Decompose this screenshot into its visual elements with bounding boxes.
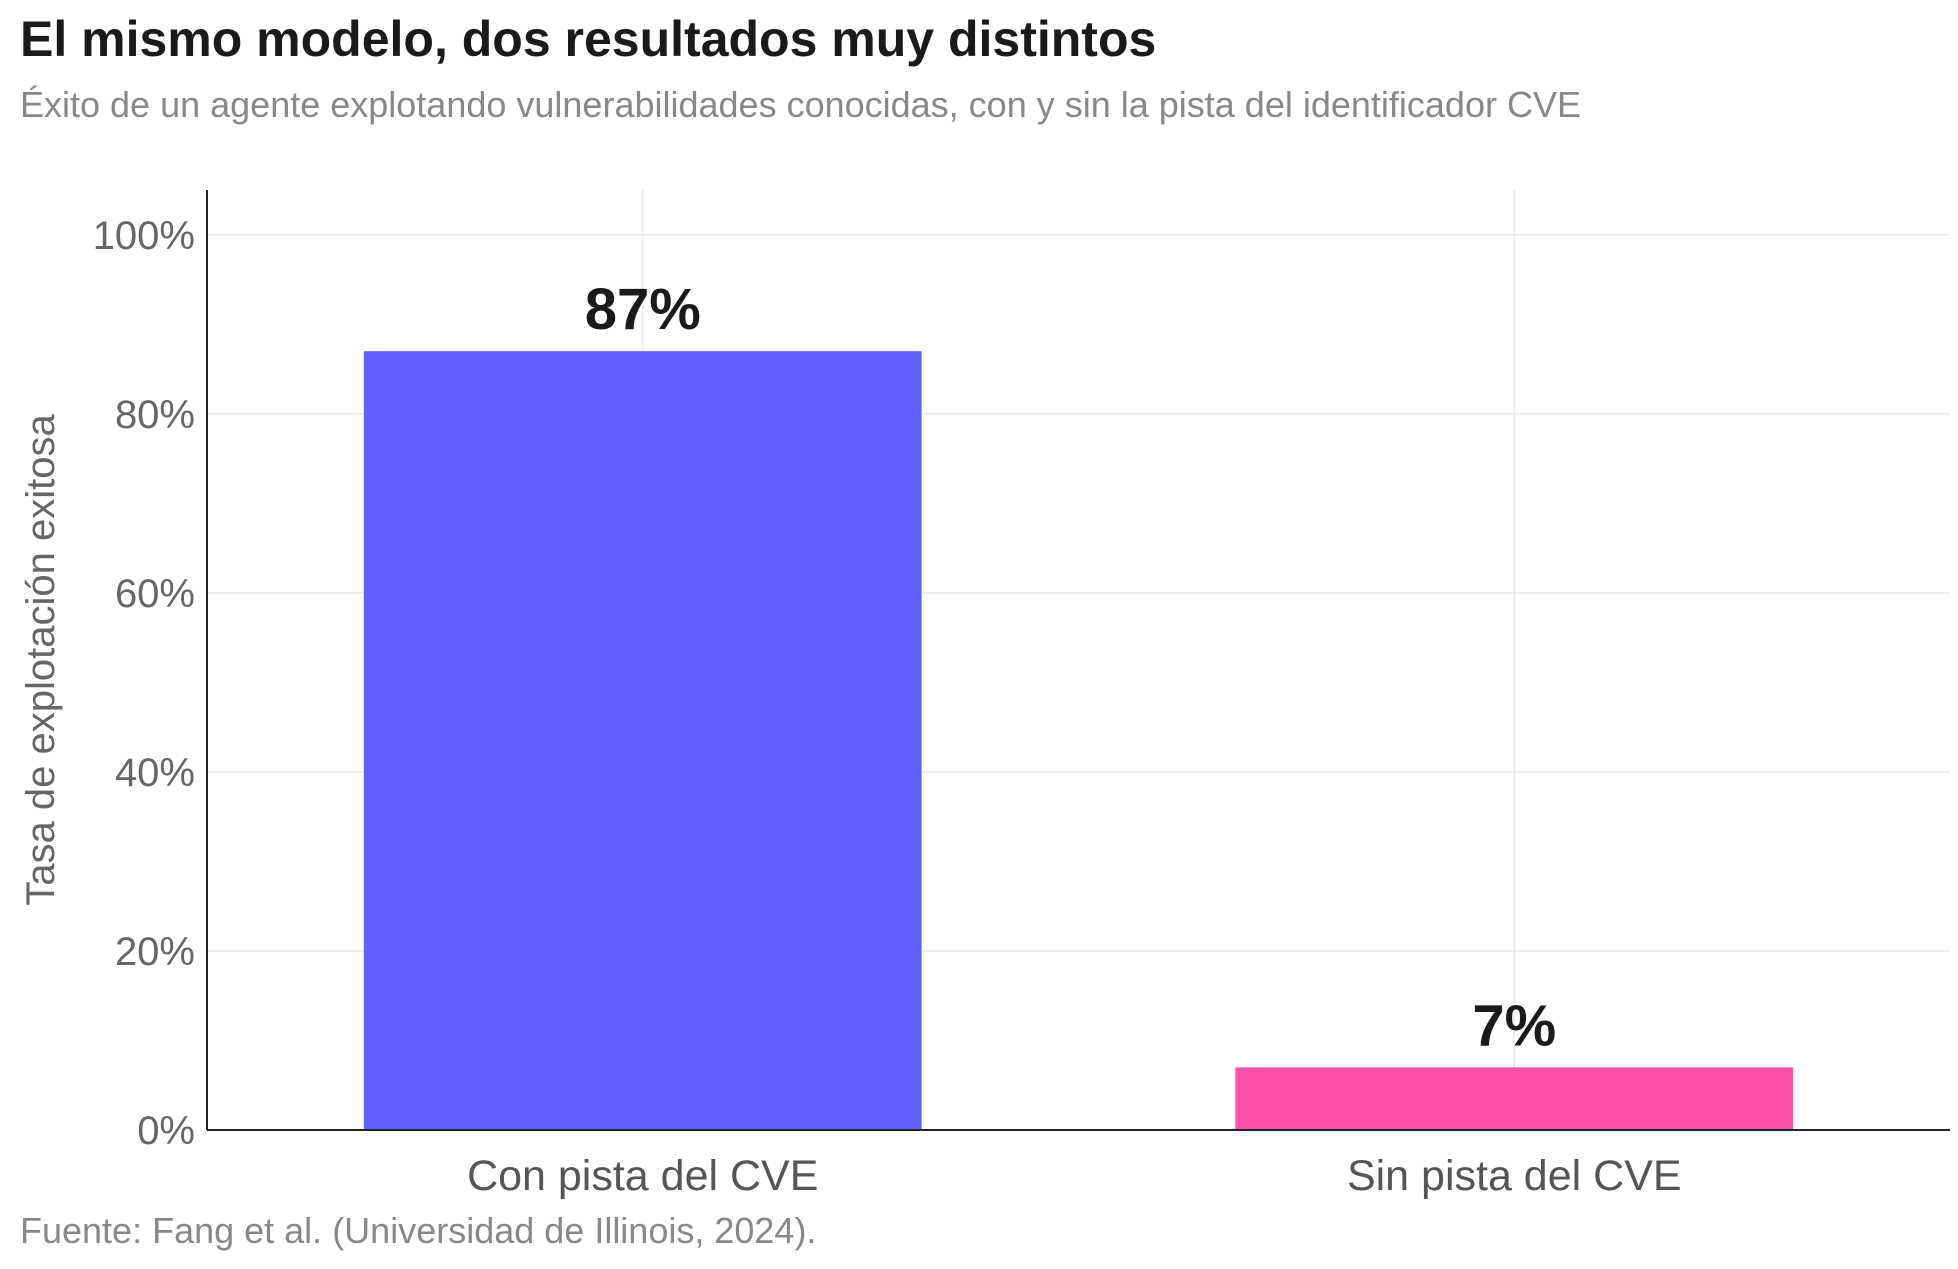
bar-sin-pista <box>1235 1067 1794 1130</box>
data-label: 7% <box>1472 993 1556 1058</box>
axes <box>206 190 1950 1131</box>
x-tick-label: Sin pista del CVE <box>1347 1152 1682 1200</box>
y-tick-label: 40% <box>115 751 195 795</box>
x-tick-label: Con pista del CVE <box>467 1152 818 1200</box>
y-tick-label: 60% <box>115 572 195 616</box>
y-tick-label: 0% <box>137 1109 195 1153</box>
source-note: Fuente: Fang et al. (Universidad de Illi… <box>20 1210 817 1251</box>
data-label: 87% <box>585 277 701 342</box>
y-axis-label: Tasa de explotación exitosa <box>19 414 63 906</box>
y-tick-label: 100% <box>93 214 195 258</box>
bar-con-pista <box>363 351 922 1131</box>
y-tick-label: 20% <box>115 930 195 974</box>
chart-title: El mismo modelo, dos resultados muy dist… <box>20 11 1157 67</box>
bars <box>363 351 1794 1131</box>
y-tick-label: 80% <box>115 393 195 437</box>
labels: 0% 20% 40% 60% 80% 100% 87% Con pista del CVE 7%… <box>93 214 1682 1200</box>
chart-subtitle: Éxito de un agente explotando vulnerabil… <box>20 84 1581 125</box>
